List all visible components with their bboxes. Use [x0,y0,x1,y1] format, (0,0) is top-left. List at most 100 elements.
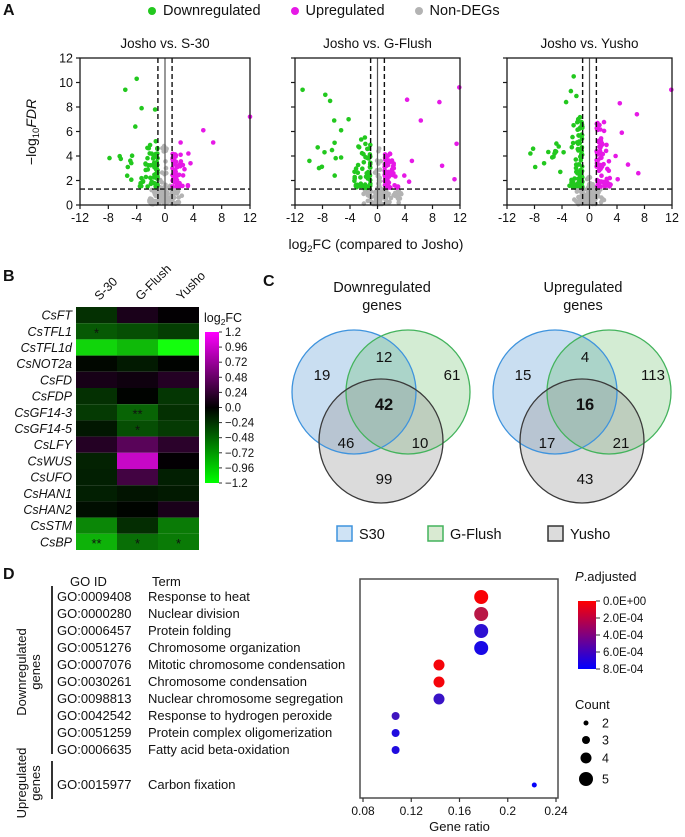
colorbar-tick-label: 0.48 [225,372,247,384]
venn-title-line1: Downregulated [333,280,431,296]
heatmap-cell [76,323,117,340]
p-adjusted-tick-label: 4.0E-04 [603,630,644,642]
go-term: Response to hydrogen peroxide [148,708,333,723]
x-tick-label: -4 [556,211,567,225]
go-id: GO:0030261 [57,674,132,689]
x-tick-label: -12 [71,211,89,225]
legend-dot-icon [414,7,423,15]
heatmap-cell [158,436,199,453]
gene-label: CsNOT2a [16,357,72,371]
x-tick-label: -8 [317,211,328,225]
go-dot-GO:0051276 [474,641,489,655]
heatmap-cell [76,469,117,486]
heatmap-cell [158,339,199,356]
heatmap-cell [76,307,117,324]
venn-count-all_three: 16 [576,396,594,414]
heatmap-cell [117,388,158,405]
heatmap-cell [158,452,199,469]
gene-ratio-tick: 0.12 [400,804,424,818]
heatmap-colorbar [205,332,219,483]
venn-legend-label: Yusho [570,527,610,543]
x-tick-label: -8 [103,211,114,225]
go-id: GO:0007076 [57,657,132,672]
series-Downregulated [528,74,585,189]
group-bracket [51,761,53,799]
go-term: Chromosome organization [148,640,301,655]
series-Downregulated [300,87,373,191]
count-legend-dot [582,736,590,744]
venn-count-s30_only: 15 [515,367,532,384]
legend-item-Downregulated: Downregulated [148,3,261,19]
go-term: Nuclear chromosome segregation [148,691,344,706]
heatmap-cell [117,307,158,324]
go-dotplot: 0.08 0.12 0.16 0.2 0.24 Gene ratio P.adjusted 0… [351,569,646,834]
heatmap-col-label: Yusho [174,269,209,304]
y-tick-label: 10 [59,76,73,90]
legend-dot-icon [148,7,156,15]
venn-title-line1: Upregulated [544,280,623,296]
panel-a-label: A [3,2,15,19]
panel-b-label: B [3,268,15,285]
gene-label: CsHAN2 [23,503,72,517]
x-tick-label: 4 [402,211,409,225]
y-tick-label: 8 [66,101,73,115]
go-term: Nuclear division [148,606,240,621]
go-dot-GO:0009408 [474,590,489,604]
series-Downregulated [107,76,160,189]
x-tick-label: -4 [344,211,355,225]
heatmap-cell [117,469,158,486]
x-tick-label: 8 [641,211,648,225]
venn-circle [547,330,671,454]
colorbar-tick-label: −1.2 [225,478,248,490]
venn-legend-swatch [336,525,353,542]
heatmap-col-label: G-Flush [133,262,174,303]
gene-heatmap: S-30 G-Flush Yusho CsFT CsTFL1 * CsTFL1d CsNOT2… [14,262,254,551]
heatmap-cell [76,452,117,469]
significance-asterisk: ** [132,406,142,421]
venn-diagrams: Downregulated genes 19 12 61 46 42 10 99 Upregula… [291,280,672,543]
y-tick-label: 4 [66,150,73,164]
go-dot-GO:0000280 [474,607,489,621]
go-id: GO:0042542 [57,708,132,723]
heatmap-cell [76,533,117,550]
heatmap-col-label: S-30 [92,275,121,304]
count-legend-dot [580,752,592,764]
p-adjusted-legend-title: P.adjusted [575,569,636,584]
significance-asterisk: * [176,536,181,551]
heatmap-cell [117,501,158,518]
heatmap-cell [76,404,117,421]
p-adjusted-tick-label: 0.0E+00 [603,596,646,608]
heatmap-cell [117,452,158,469]
gene-ratio-tick: 0.24 [544,804,568,818]
volcano-y-axis-label: −log10FDR [23,99,42,165]
gene-label: CsGF14-5 [14,422,72,436]
count-legend-title: Count [575,697,610,712]
heatmap-cell [76,517,117,534]
go-term: Chromosome condensation [148,674,307,689]
gene-ratio-tick: 0.08 [351,804,375,818]
colorbar-tick-label: 0.0 [225,403,241,415]
go-id: GO:0006635 [57,742,132,757]
heatmap-cell [76,501,117,518]
heatmap-cell [158,323,199,340]
colorbar-tick-label: −0.48 [225,433,254,445]
heatmap-cell [76,420,117,437]
significance-asterisk: * [135,423,140,438]
series-Upregulated [170,114,253,189]
go-id: GO:0051276 [57,640,132,655]
count-legend-label: 3 [602,734,609,748]
panel-c-label: C [263,273,275,290]
venn-circle [520,379,644,503]
colorbar-tick-label: −0.72 [225,448,254,460]
gene-label: CsHAN1 [23,487,72,501]
gene-label: CsUFO [30,471,72,485]
count-legend-label: 4 [602,752,609,766]
volcano-gflush: -12 -8 -4 0 4 8 12 Josho vs. G-Flush [286,36,467,225]
heatmap-cell [76,388,117,405]
gene-label: CsGF14-3 [14,406,72,420]
group-label-upregulated: Upregulated genes [14,747,43,819]
venn-count-gflush_only: 113 [641,367,665,384]
gene-label: CsBP [40,535,73,549]
legend-label: Downregulated [163,3,261,19]
y-tick-label: 0 [66,199,73,213]
